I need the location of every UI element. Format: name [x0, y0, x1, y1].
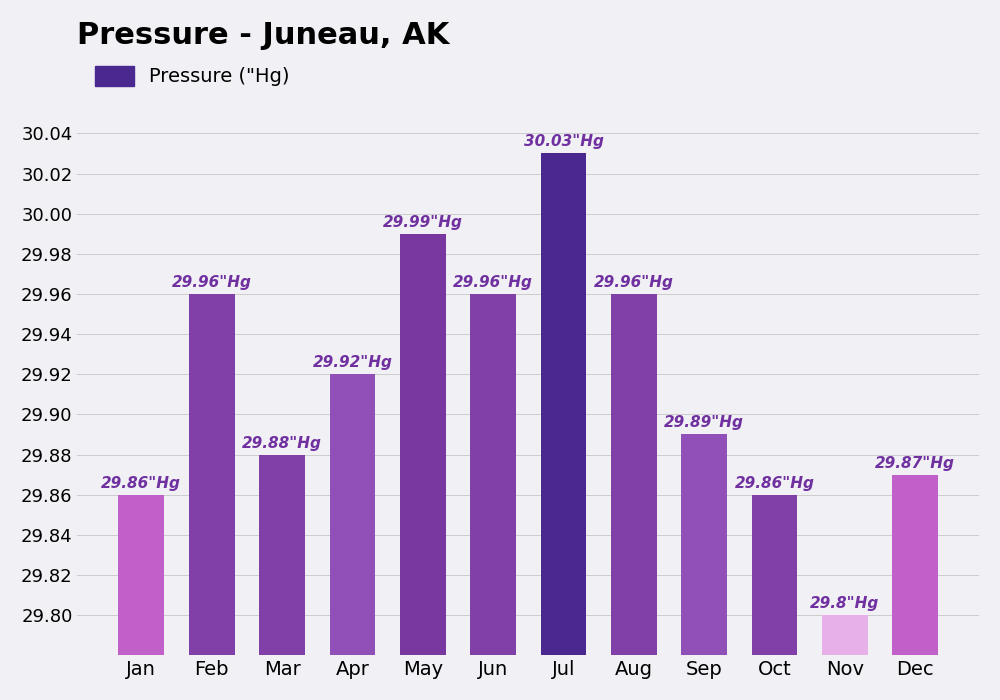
Legend: Pressure ("Hg): Pressure ("Hg): [87, 58, 298, 94]
Bar: [892, 475, 938, 655]
Bar: [470, 294, 516, 655]
Text: 30.03"Hg: 30.03"Hg: [524, 134, 603, 149]
Bar: [189, 294, 235, 655]
Text: 29.88"Hg: 29.88"Hg: [242, 435, 322, 451]
Text: 29.99"Hg: 29.99"Hg: [383, 215, 463, 230]
Text: 29.86"Hg: 29.86"Hg: [735, 476, 815, 491]
Bar: [259, 454, 305, 655]
Bar: [681, 435, 727, 655]
Text: Pressure - Juneau, AK: Pressure - Juneau, AK: [77, 21, 450, 50]
Bar: [541, 153, 586, 655]
Bar: [611, 294, 657, 655]
Text: 29.89"Hg: 29.89"Hg: [664, 416, 744, 430]
Text: 29.96"Hg: 29.96"Hg: [172, 275, 252, 290]
Bar: [118, 495, 164, 655]
Text: 29.86"Hg: 29.86"Hg: [101, 476, 181, 491]
Text: 29.92"Hg: 29.92"Hg: [312, 355, 392, 370]
Bar: [330, 374, 375, 655]
Bar: [822, 615, 868, 655]
Bar: [400, 234, 446, 655]
Text: 29.96"Hg: 29.96"Hg: [453, 275, 533, 290]
Text: 29.87"Hg: 29.87"Hg: [875, 456, 955, 470]
Text: 29.8"Hg: 29.8"Hg: [810, 596, 880, 611]
Bar: [752, 495, 797, 655]
Text: 29.96"Hg: 29.96"Hg: [594, 275, 674, 290]
